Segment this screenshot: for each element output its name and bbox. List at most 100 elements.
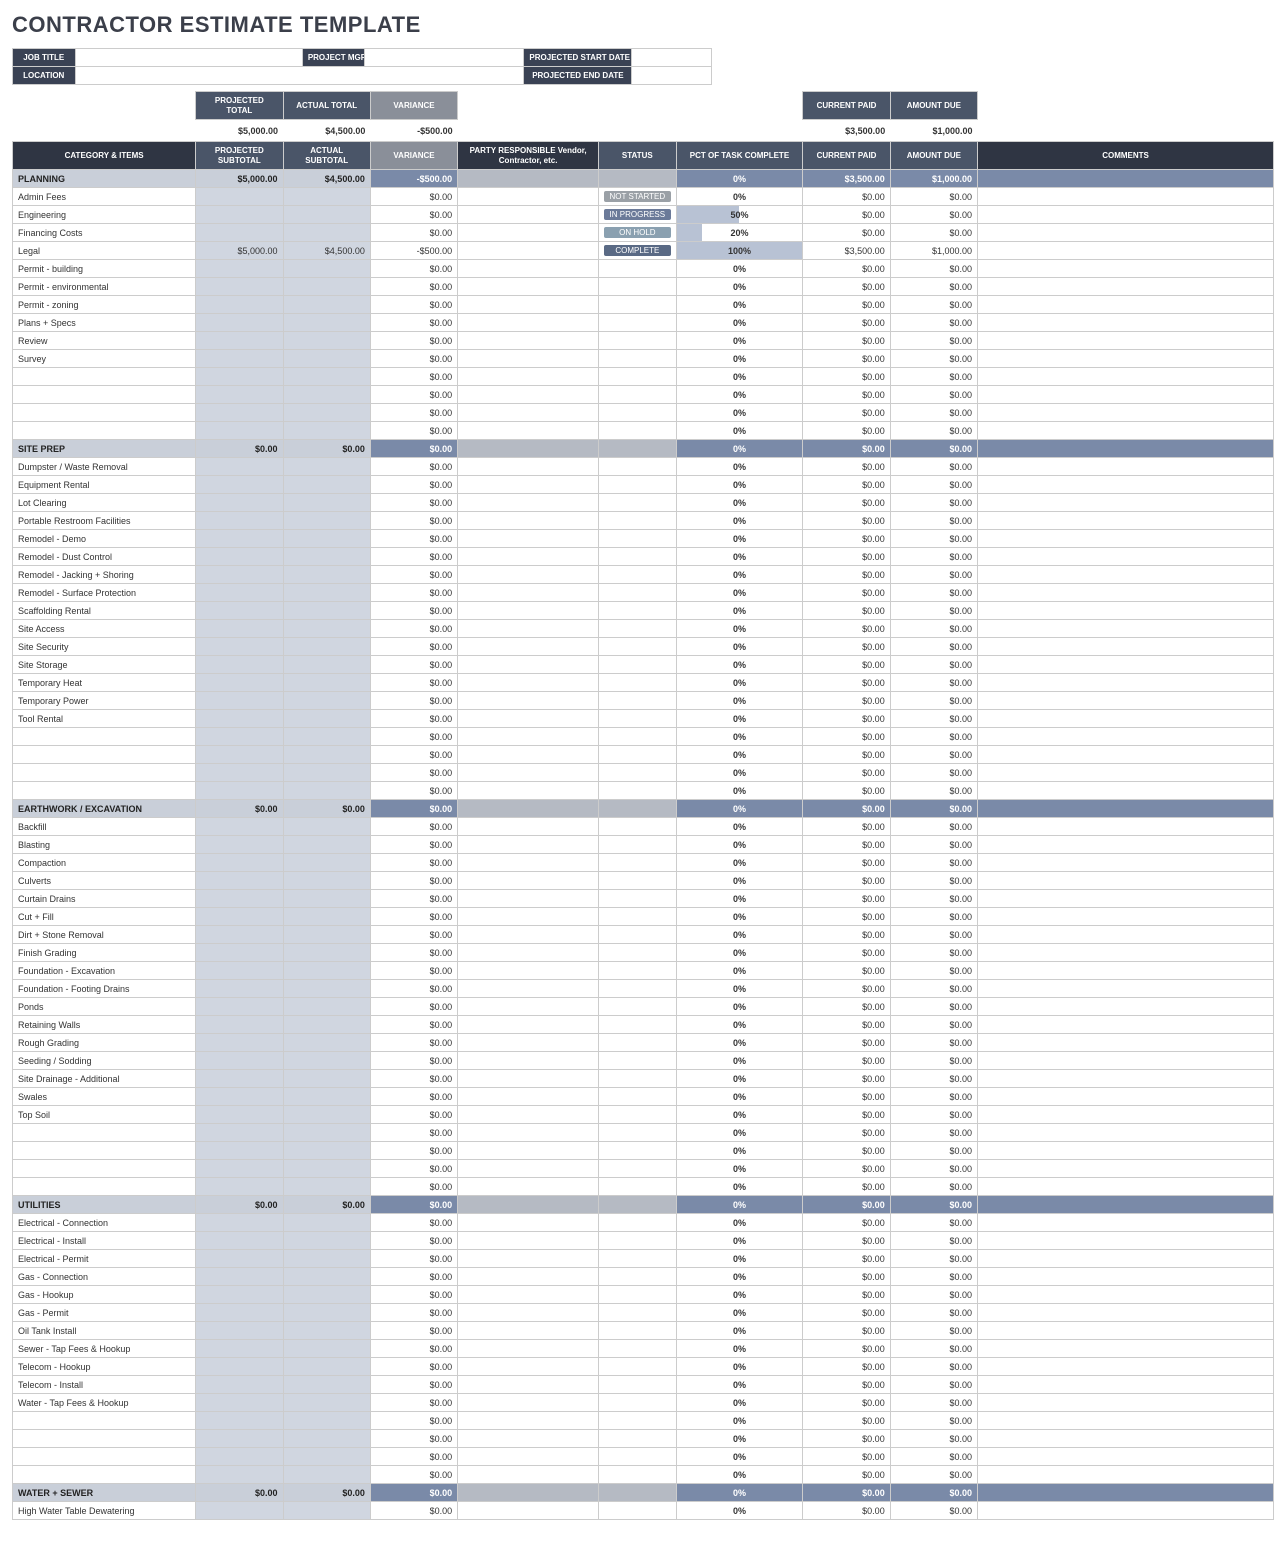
item-status[interactable]: [599, 1448, 676, 1466]
item-comments[interactable]: [978, 854, 1274, 872]
item-status[interactable]: [599, 1052, 676, 1070]
item-name[interactable]: Water - Tap Fees & Hookup: [13, 1394, 196, 1412]
item-name[interactable]: [13, 422, 196, 440]
item-party[interactable]: [458, 1052, 599, 1070]
item-party[interactable]: [458, 1178, 599, 1196]
item-pct[interactable]: 0%: [676, 1430, 803, 1448]
item-comments[interactable]: [978, 1412, 1274, 1430]
item-comments[interactable]: [978, 1214, 1274, 1232]
item-status[interactable]: [599, 350, 676, 368]
item-act[interactable]: [283, 1160, 370, 1178]
item-act[interactable]: [283, 1268, 370, 1286]
item-paid[interactable]: $0.00: [803, 836, 890, 854]
item-proj[interactable]: [196, 314, 283, 332]
item-proj[interactable]: [196, 1052, 283, 1070]
item-proj[interactable]: [196, 926, 283, 944]
item-name[interactable]: Admin Fees: [13, 188, 196, 206]
item-paid[interactable]: $0.00: [803, 872, 890, 890]
item-paid[interactable]: $0.00: [803, 1502, 890, 1520]
item-comments[interactable]: [978, 1358, 1274, 1376]
item-comments[interactable]: [978, 548, 1274, 566]
item-comments[interactable]: [978, 674, 1274, 692]
item-pct[interactable]: 0%: [676, 962, 803, 980]
item-party[interactable]: [458, 494, 599, 512]
item-act[interactable]: [283, 1214, 370, 1232]
item-pct[interactable]: 0%: [676, 1034, 803, 1052]
item-name[interactable]: Remodel - Surface Protection: [13, 584, 196, 602]
item-status[interactable]: [599, 818, 676, 836]
item-status[interactable]: [599, 296, 676, 314]
item-act[interactable]: [283, 836, 370, 854]
item-comments[interactable]: [978, 944, 1274, 962]
item-pct[interactable]: 0%: [676, 1250, 803, 1268]
item-party[interactable]: [458, 710, 599, 728]
item-proj[interactable]: [196, 458, 283, 476]
item-proj[interactable]: [196, 584, 283, 602]
item-name[interactable]: Site Access: [13, 620, 196, 638]
item-name[interactable]: Blasting: [13, 836, 196, 854]
item-paid[interactable]: $0.00: [803, 332, 890, 350]
item-comments[interactable]: [978, 1052, 1274, 1070]
item-party[interactable]: [458, 332, 599, 350]
item-proj[interactable]: [196, 422, 283, 440]
item-act[interactable]: [283, 206, 370, 224]
item-name[interactable]: [13, 368, 196, 386]
item-status[interactable]: [599, 1268, 676, 1286]
item-party[interactable]: [458, 1088, 599, 1106]
item-pct[interactable]: 0%: [676, 1232, 803, 1250]
item-status[interactable]: [599, 278, 676, 296]
item-status[interactable]: [599, 962, 676, 980]
item-proj[interactable]: [196, 1178, 283, 1196]
item-proj[interactable]: [196, 872, 283, 890]
item-pct[interactable]: 0%: [676, 1394, 803, 1412]
item-party[interactable]: [458, 818, 599, 836]
item-name[interactable]: Oil Tank Install: [13, 1322, 196, 1340]
item-comments[interactable]: [978, 1304, 1274, 1322]
item-act[interactable]: [283, 1124, 370, 1142]
item-name[interactable]: [13, 1142, 196, 1160]
item-proj[interactable]: [196, 404, 283, 422]
item-pct[interactable]: 0%: [676, 404, 803, 422]
item-act[interactable]: [283, 278, 370, 296]
item-pct[interactable]: 0%: [676, 332, 803, 350]
item-proj[interactable]: [196, 998, 283, 1016]
item-name[interactable]: Swales: [13, 1088, 196, 1106]
item-proj[interactable]: [196, 1358, 283, 1376]
item-pct[interactable]: 0%: [676, 1304, 803, 1322]
item-proj[interactable]: [196, 620, 283, 638]
item-act[interactable]: [283, 314, 370, 332]
item-act[interactable]: [283, 512, 370, 530]
item-comments[interactable]: [978, 1448, 1274, 1466]
item-party[interactable]: [458, 944, 599, 962]
item-status[interactable]: [599, 908, 676, 926]
item-proj[interactable]: [196, 530, 283, 548]
item-name[interactable]: [13, 1160, 196, 1178]
item-party[interactable]: [458, 530, 599, 548]
item-party[interactable]: [458, 836, 599, 854]
item-name[interactable]: Legal: [13, 242, 196, 260]
item-act[interactable]: [283, 1376, 370, 1394]
input-start-date[interactable]: [632, 49, 712, 67]
item-proj[interactable]: [196, 1124, 283, 1142]
item-act[interactable]: [283, 494, 370, 512]
item-comments[interactable]: [978, 530, 1274, 548]
item-pct[interactable]: 0%: [676, 1088, 803, 1106]
item-name[interactable]: Telecom - Install: [13, 1376, 196, 1394]
item-name[interactable]: Rough Grading: [13, 1034, 196, 1052]
item-pct[interactable]: 0%: [676, 1268, 803, 1286]
item-party[interactable]: [458, 1142, 599, 1160]
item-pct[interactable]: 0%: [676, 368, 803, 386]
item-paid[interactable]: $0.00: [803, 278, 890, 296]
item-act[interactable]: [283, 1178, 370, 1196]
item-act[interactable]: [283, 1070, 370, 1088]
item-party[interactable]: [458, 1358, 599, 1376]
item-proj[interactable]: [196, 1016, 283, 1034]
item-pct[interactable]: 0%: [676, 188, 803, 206]
item-comments[interactable]: [978, 620, 1274, 638]
item-proj[interactable]: [196, 566, 283, 584]
item-proj[interactable]: [196, 656, 283, 674]
item-pct[interactable]: 0%: [676, 350, 803, 368]
item-status[interactable]: [599, 404, 676, 422]
item-pct[interactable]: 0%: [676, 638, 803, 656]
item-party[interactable]: [458, 908, 599, 926]
